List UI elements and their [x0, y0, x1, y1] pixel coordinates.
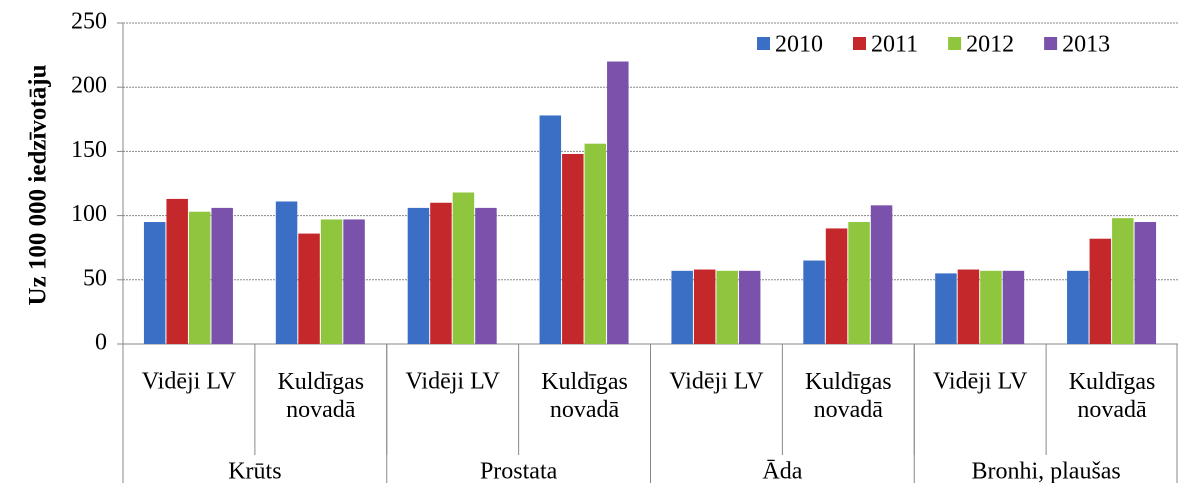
y-tick-label: 100 [71, 201, 107, 227]
bar [343, 219, 365, 344]
bar [957, 269, 980, 344]
bar [848, 222, 870, 344]
y-tick-label: 250 [71, 9, 107, 35]
group-label: Bronhi, plaušas [971, 459, 1120, 483]
bar [716, 270, 738, 344]
x-tick-label: Kuldīgas novadā [541, 369, 628, 423]
bar [935, 273, 957, 344]
x-tick-label: Vidēji LV [669, 369, 764, 395]
bar [188, 211, 211, 344]
x-tick-label: Kuldīgas novadā [805, 369, 892, 423]
legend-label: 2011 [871, 32, 918, 58]
bar [407, 207, 430, 344]
y-axis-label: Uz 100 000 iedzīvotāju [25, 64, 52, 305]
bar [298, 233, 320, 344]
bar [1067, 270, 1089, 344]
legend-label: 2010 [775, 32, 823, 58]
bar [1089, 238, 1112, 344]
bar [1002, 270, 1025, 344]
y-tick-label: 50 [83, 265, 107, 291]
bar [671, 270, 693, 344]
bar [166, 198, 188, 344]
legend-swatch [1044, 37, 1058, 50]
bar [430, 202, 452, 344]
bar [275, 201, 298, 344]
bar [693, 269, 716, 344]
bar [475, 207, 497, 344]
x-tick-label: Vidēji LV [142, 369, 237, 395]
bar [143, 222, 166, 344]
bar [1134, 222, 1157, 344]
bar [1112, 218, 1134, 344]
bar [562, 153, 584, 344]
group-label: Krūts [228, 459, 281, 483]
bar [870, 205, 893, 344]
x-tick-label: Kuldīgas novadā [1069, 369, 1156, 423]
legend-label: 2013 [1062, 32, 1110, 58]
group-label: Āda [762, 459, 802, 483]
legend-label: 2012 [966, 32, 1014, 58]
bar [211, 207, 233, 344]
x-tick-label: Kuldīgas novadā [277, 369, 364, 423]
bar [320, 219, 343, 344]
bar [584, 143, 607, 344]
bar [452, 192, 475, 344]
bar [607, 61, 629, 345]
bar [825, 228, 848, 344]
legend-swatch [853, 37, 866, 50]
y-tick-label: 0 [95, 330, 107, 356]
x-tick-label: Vidēji LV [406, 369, 501, 395]
bar [738, 270, 761, 344]
bar [980, 270, 1002, 344]
bar [803, 260, 825, 344]
group-label: Prostata [480, 459, 558, 483]
y-tick-label: 150 [71, 137, 107, 163]
legend-swatch [757, 37, 770, 50]
y-tick-label: 200 [71, 73, 107, 99]
legend-swatch [948, 37, 962, 50]
x-tick-label: Vidēji LV [933, 369, 1028, 395]
bar [539, 115, 562, 344]
